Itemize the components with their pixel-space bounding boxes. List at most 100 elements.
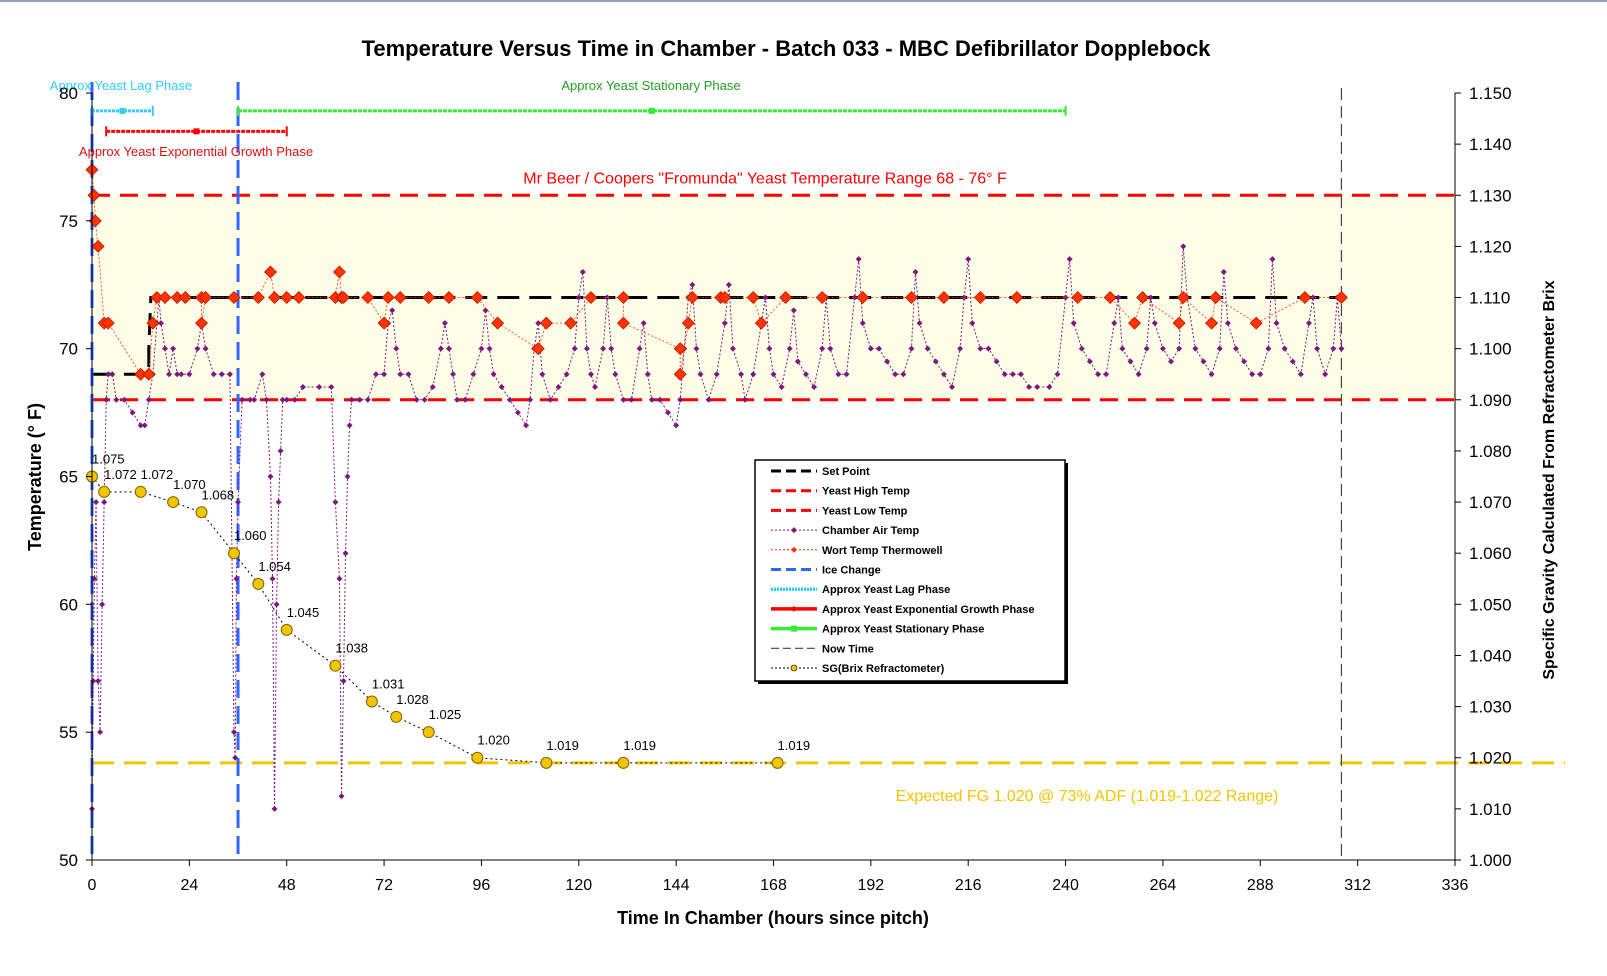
y2-axis-title: Specific Gravity Calculated From Refract…	[1541, 280, 1558, 679]
legend-label: Yeast Low Temp	[822, 505, 908, 517]
chamber-air-point	[547, 396, 554, 403]
chamber-air-point	[1103, 371, 1110, 378]
wort-temp-point	[539, 316, 553, 330]
wort-temp-point	[332, 265, 346, 279]
chamber-air-point	[965, 256, 972, 263]
y-tick-label: 65	[59, 468, 78, 487]
chamber-air-point	[705, 396, 712, 403]
x-tick-label: 240	[1052, 877, 1079, 894]
window-top-rule	[0, 0, 1607, 2]
chamber-air-point	[405, 371, 412, 378]
chamber-air-point	[628, 396, 635, 403]
chamber-air-point	[673, 422, 680, 429]
chamber-air-point	[555, 384, 562, 391]
chamber-air-point	[381, 371, 388, 378]
chamber-air-point	[429, 384, 436, 391]
chamber-air-point	[121, 396, 128, 403]
legend-label: SG(Brix Refractometer)	[822, 663, 945, 675]
chamber-air-point	[462, 396, 469, 403]
chamber-air-point	[608, 345, 615, 352]
chamber-air-point	[1111, 320, 1118, 327]
chamber-air-point	[1143, 345, 1150, 352]
wort-temp-point	[1176, 291, 1190, 305]
chamber-air-point	[210, 371, 217, 378]
x-tick-label: 288	[1247, 877, 1274, 894]
wort-temp-point	[142, 367, 156, 381]
y2-tick-label: 1.020	[1469, 749, 1512, 768]
chamber-air-point	[738, 371, 745, 378]
y-axis-title: Temperature (° F)	[25, 403, 45, 551]
wort-temp-point	[292, 291, 306, 305]
wort-temp-point	[779, 291, 793, 305]
x-tick-label: 216	[955, 877, 982, 894]
legend-label: Approx Yeast Stationary Phase	[822, 624, 984, 636]
chamber-air-point	[592, 384, 599, 391]
chamber-air-point	[202, 345, 209, 352]
chamber-air-point	[1216, 345, 1223, 352]
chamber-air-point	[794, 358, 801, 365]
wort-temp-point	[1071, 291, 1085, 305]
wort-temp-point	[1334, 291, 1348, 305]
chamber-air-point	[178, 371, 185, 378]
chamber-air-point	[636, 345, 643, 352]
chamber-air-point	[539, 371, 546, 378]
y2-tick-label: 1.150	[1469, 84, 1512, 103]
y2-tick-label: 1.080	[1469, 442, 1512, 461]
chamber-air-point	[583, 345, 590, 352]
chamber-air-point	[600, 345, 607, 352]
legend-marker	[791, 546, 797, 553]
chamber-air-point	[338, 793, 345, 800]
phase-bar-marker	[193, 128, 200, 135]
chamber-air-point	[506, 396, 513, 403]
chamber-air-point	[1086, 358, 1093, 365]
chamber-air-point	[932, 358, 939, 365]
chamber-air-point	[239, 396, 246, 403]
sg-point	[227, 547, 240, 560]
chamber-air-point	[640, 320, 647, 327]
chamber-air-point	[157, 320, 164, 327]
y2-tick-label: 1.140	[1469, 135, 1512, 154]
chamber-air-point	[328, 384, 335, 391]
chamber-air-point	[587, 371, 594, 378]
chamber-air-point	[827, 345, 834, 352]
chamber-air-point	[129, 409, 136, 416]
chamber-air-point	[490, 371, 497, 378]
y2-tick-label: 1.030	[1469, 698, 1512, 717]
chamber-air-point	[1200, 358, 1207, 365]
chamber-air-point	[855, 256, 862, 263]
wort-temp-point	[1136, 291, 1150, 305]
wort-temp-point	[146, 316, 160, 330]
chamber-air-point	[729, 345, 736, 352]
chamber-air-point	[1192, 345, 1199, 352]
chamber-air-point	[1066, 256, 1073, 263]
chamber-air-point	[1314, 345, 1321, 352]
x-tick-label: 72	[375, 877, 393, 894]
wort-temp-point	[1298, 291, 1312, 305]
x-tick-label: 120	[565, 877, 592, 894]
chamber-air-point	[1127, 358, 1134, 365]
chamber-air-point	[1168, 358, 1175, 365]
wort-temp-point	[815, 291, 829, 305]
y2-tick-label: 1.100	[1469, 340, 1512, 359]
sg-data-label: 1.025	[429, 707, 462, 722]
chamber-air-point	[1180, 243, 1187, 250]
chamber-air-point	[1208, 371, 1215, 378]
chamber-air-point	[393, 345, 400, 352]
chamber-air-point	[1009, 371, 1016, 378]
chamber-air-point	[348, 396, 355, 403]
chamber-air-point	[912, 268, 919, 275]
wort-temp-point	[1249, 316, 1263, 330]
x-tick-label: 168	[760, 877, 787, 894]
chamber-air-point	[725, 281, 732, 288]
wort-temp-point	[280, 291, 294, 305]
legend-label: Wort Temp Thermowell	[822, 545, 943, 557]
sg-point	[390, 710, 403, 723]
chamber-air-point	[267, 473, 274, 480]
chamber-air-point	[790, 307, 797, 314]
chamber-air-point	[364, 396, 371, 403]
y-tick-label: 75	[59, 212, 78, 231]
chamber-air-point	[900, 371, 907, 378]
chamber-air-point	[316, 384, 323, 391]
y-tick-label: 70	[59, 340, 78, 359]
